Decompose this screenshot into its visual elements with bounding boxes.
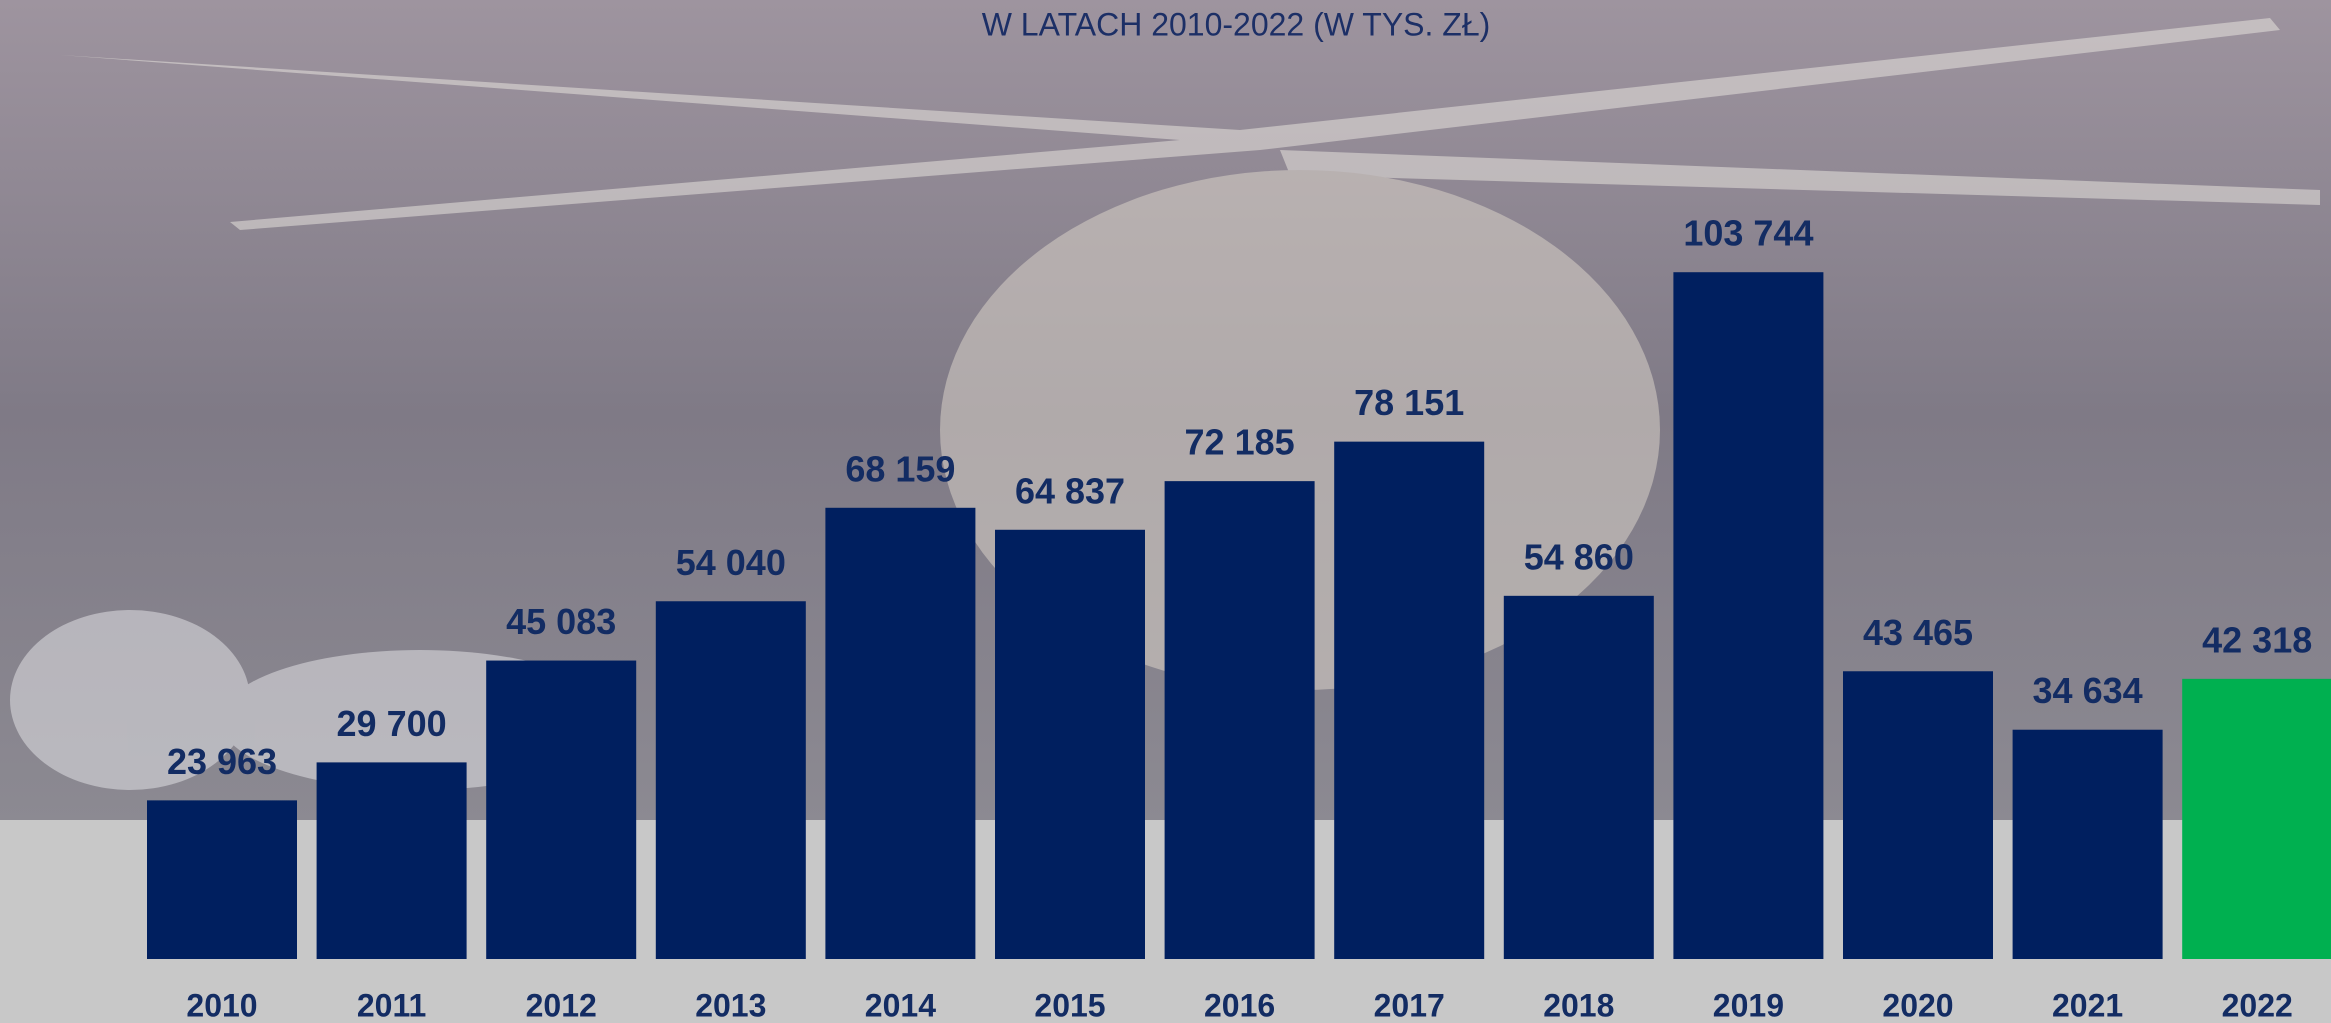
x-tick-label: 2017 xyxy=(1374,987,1445,1023)
bar xyxy=(1673,272,1824,959)
value-label: 72 185 xyxy=(1185,422,1295,463)
x-tick-label: 2011 xyxy=(357,987,426,1023)
x-tick-label: 2018 xyxy=(1543,987,1614,1023)
x-tick-label: 2019 xyxy=(1713,987,1784,1023)
x-tick-label: 2015 xyxy=(1034,987,1105,1023)
bar xyxy=(316,762,467,959)
value-label: 43 465 xyxy=(1863,612,1973,653)
chart-title: W LATACH 2010-2022 (W TYS. ZŁ) xyxy=(982,6,1491,42)
bar xyxy=(486,660,637,959)
bar xyxy=(655,601,806,959)
bar xyxy=(1503,595,1654,959)
bar xyxy=(995,529,1145,959)
value-label: 54 040 xyxy=(676,542,786,583)
x-tick-label: 2020 xyxy=(1882,987,1953,1023)
bar xyxy=(825,507,976,959)
value-label: 34 634 xyxy=(2033,670,2143,711)
bar xyxy=(2182,678,2331,959)
bar xyxy=(147,800,297,959)
x-tick-label: 2010 xyxy=(186,987,257,1023)
value-label: 64 837 xyxy=(1015,470,1125,511)
value-label: 29 700 xyxy=(337,703,447,744)
bar xyxy=(2012,729,2163,959)
value-label: 68 159 xyxy=(845,448,955,489)
x-tick-label: 2012 xyxy=(526,987,597,1023)
value-label: 42 318 xyxy=(2202,619,2312,660)
x-tick-label: 2022 xyxy=(2222,987,2293,1023)
x-tick-label: 2016 xyxy=(1204,987,1275,1023)
x-tick-label: 2021 xyxy=(2052,987,2123,1023)
x-tick-label: 2013 xyxy=(695,987,766,1023)
value-label: 54 860 xyxy=(1524,536,1634,577)
bar xyxy=(1164,481,1315,959)
value-label: 45 083 xyxy=(506,601,616,642)
value-label: 78 151 xyxy=(1354,382,1464,423)
x-tick-label: 2014 xyxy=(865,987,936,1023)
bar xyxy=(1843,671,1993,959)
value-label: 103 744 xyxy=(1683,213,1813,254)
value-label: 23 963 xyxy=(167,741,277,782)
bar xyxy=(1334,441,1485,959)
